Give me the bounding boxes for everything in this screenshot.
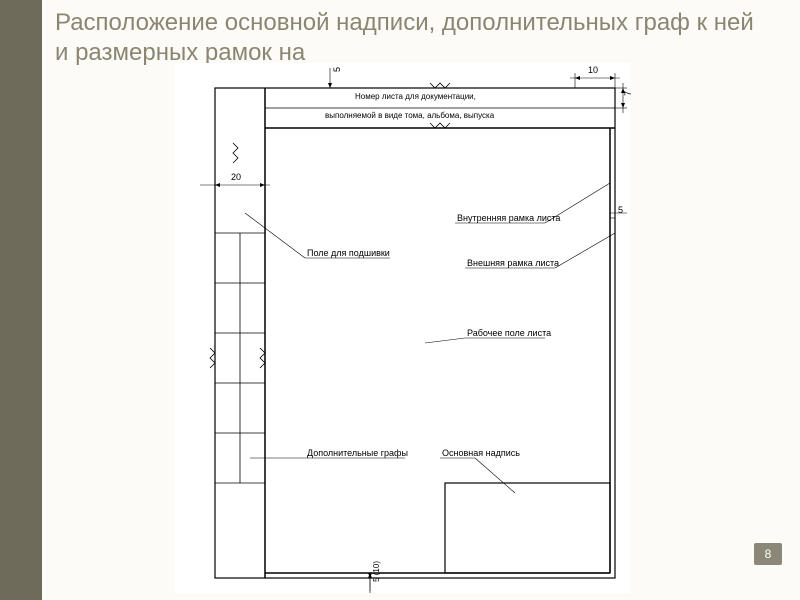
label-doc-sheet-1: Номер листа для документации, [355, 92, 476, 101]
left-sidebar [0, 0, 42, 600]
dim-right-margin: 5 [618, 205, 623, 215]
slide-title: Расположение основной надписи, дополните… [55, 8, 770, 68]
label-binding-field: Поле для подшивки [307, 248, 390, 258]
dim-strip-h: 5 [332, 67, 342, 72]
dim-top-w: 10 [588, 65, 598, 75]
label-doc-sheet-2: выполняемой в виде тома, альбома, выпуск… [325, 111, 494, 120]
label-work-field: Рабочее поле листа [467, 328, 551, 338]
label-outer-frame: Внешняя рамка листа [467, 258, 559, 268]
label-extra-cols: Дополнительные графы [307, 448, 408, 458]
label-title-block: Основная надпись [442, 448, 520, 458]
page-number-badge: 8 [754, 543, 782, 565]
frame-layout-diagram: 10 7 5 20 5 5 (10) Номер листа для докум… [175, 63, 630, 593]
dim-bottom-margin: 5 (10) [372, 561, 381, 582]
dim-left-margin: 20 [231, 172, 241, 182]
dim-top-h: 7 [623, 91, 633, 96]
label-inner-frame: Внутренняя рамка листа [457, 213, 560, 223]
